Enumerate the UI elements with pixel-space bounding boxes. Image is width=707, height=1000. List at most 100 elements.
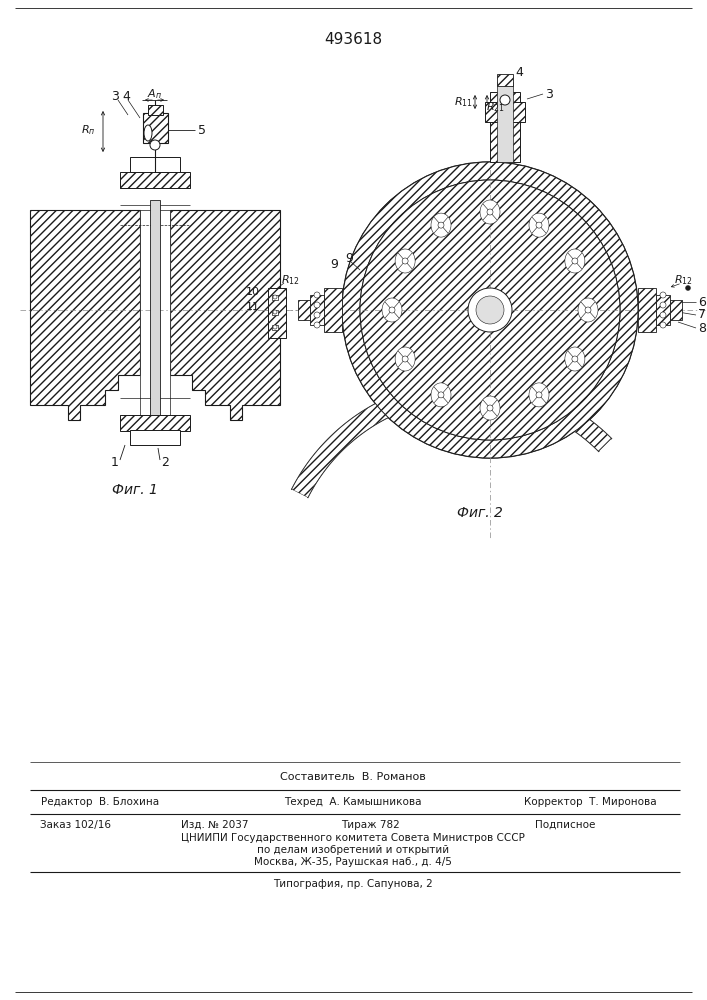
- Text: Типография, пр. Сапунова, 2: Типография, пр. Сапунова, 2: [273, 879, 433, 889]
- Text: 3: 3: [111, 91, 119, 104]
- Text: 4: 4: [515, 66, 523, 79]
- Circle shape: [438, 392, 444, 398]
- Text: 493618: 493618: [324, 32, 382, 47]
- Circle shape: [500, 95, 510, 105]
- Bar: [272, 295, 278, 300]
- Text: Фиг. 2: Фиг. 2: [457, 506, 503, 520]
- Circle shape: [585, 307, 591, 313]
- Circle shape: [402, 356, 408, 362]
- Ellipse shape: [144, 125, 152, 141]
- Ellipse shape: [480, 396, 500, 420]
- Text: 10: 10: [246, 287, 260, 297]
- Bar: [485, 102, 525, 122]
- Circle shape: [314, 302, 320, 308]
- Circle shape: [468, 288, 512, 332]
- Bar: [497, 82, 513, 162]
- Text: ЦНИИПИ Государственного комитета Совета Министров СССР: ЦНИИПИ Государственного комитета Совета …: [181, 833, 525, 843]
- Text: 9: 9: [330, 258, 338, 271]
- Circle shape: [342, 162, 638, 458]
- Text: $R_{12}$: $R_{12}$: [281, 273, 299, 287]
- Text: $A_п$: $A_п$: [146, 87, 161, 101]
- Circle shape: [536, 392, 542, 398]
- Ellipse shape: [431, 383, 451, 407]
- Ellipse shape: [565, 249, 585, 273]
- Circle shape: [487, 209, 493, 215]
- Text: 1: 1: [111, 456, 119, 470]
- Ellipse shape: [578, 298, 598, 322]
- Circle shape: [360, 180, 620, 440]
- Text: Фиг. 1: Фиг. 1: [112, 483, 158, 497]
- Bar: [140, 210, 170, 425]
- Text: 4: 4: [122, 91, 130, 104]
- Circle shape: [314, 292, 320, 298]
- Bar: [272, 310, 278, 315]
- Bar: [143, 113, 168, 143]
- Text: Заказ 102/16: Заказ 102/16: [40, 820, 110, 830]
- Circle shape: [660, 322, 666, 328]
- Circle shape: [438, 222, 444, 228]
- Ellipse shape: [529, 213, 549, 237]
- Text: Техред  А. Камышникова: Техред А. Камышникова: [284, 797, 422, 807]
- Ellipse shape: [431, 213, 451, 237]
- Text: Тираж 782: Тираж 782: [341, 820, 399, 830]
- Bar: [497, 74, 513, 86]
- Ellipse shape: [480, 200, 500, 224]
- Circle shape: [476, 296, 504, 324]
- Bar: [130, 157, 180, 172]
- Bar: [638, 288, 656, 332]
- Bar: [656, 295, 670, 325]
- Circle shape: [314, 312, 320, 318]
- Text: 7: 7: [698, 308, 706, 322]
- Text: Корректор  Т. Миронова: Корректор Т. Миронова: [524, 797, 656, 807]
- Bar: [120, 415, 190, 431]
- Bar: [490, 92, 520, 162]
- Bar: [272, 325, 278, 330]
- Text: 3: 3: [545, 88, 553, 101]
- Bar: [148, 105, 163, 115]
- Text: $R_{21}$: $R_{21}$: [486, 100, 505, 114]
- Ellipse shape: [529, 383, 549, 407]
- Polygon shape: [170, 210, 280, 420]
- Text: 8: 8: [698, 322, 706, 334]
- Bar: [130, 430, 180, 445]
- Circle shape: [314, 322, 320, 328]
- Text: 5: 5: [198, 123, 206, 136]
- Circle shape: [660, 292, 666, 298]
- Circle shape: [150, 140, 160, 150]
- Circle shape: [536, 222, 542, 228]
- Text: $R_{11}$: $R_{11}$: [454, 95, 472, 109]
- Polygon shape: [30, 210, 140, 420]
- Circle shape: [402, 258, 408, 264]
- Circle shape: [360, 180, 620, 440]
- Bar: [298, 300, 310, 320]
- Circle shape: [487, 405, 493, 411]
- Text: по делам изобретений и открытий: по делам изобретений и открытий: [257, 845, 449, 855]
- Circle shape: [273, 310, 277, 314]
- Circle shape: [273, 325, 277, 329]
- Text: 2: 2: [161, 456, 169, 470]
- Text: 9: 9: [345, 251, 353, 264]
- Text: 11: 11: [246, 302, 260, 312]
- Circle shape: [273, 295, 277, 299]
- Text: 6: 6: [698, 296, 706, 308]
- Text: Редактор  В. Блохина: Редактор В. Блохина: [41, 797, 159, 807]
- Text: Составитель  В. Романов: Составитель В. Романов: [280, 772, 426, 782]
- Bar: [670, 300, 682, 320]
- Bar: [324, 288, 342, 332]
- Text: Изд. № 2037: Изд. № 2037: [181, 820, 249, 830]
- Circle shape: [572, 258, 578, 264]
- Bar: [120, 172, 190, 188]
- Ellipse shape: [565, 347, 585, 371]
- Polygon shape: [292, 380, 612, 497]
- Circle shape: [686, 286, 691, 290]
- Text: Москва, Ж-35, Раушская наб., д. 4/5: Москва, Ж-35, Раушская наб., д. 4/5: [254, 857, 452, 867]
- Ellipse shape: [382, 298, 402, 322]
- Ellipse shape: [395, 249, 415, 273]
- Text: $R_{12}$: $R_{12}$: [674, 273, 692, 287]
- Bar: [310, 295, 324, 325]
- Bar: [150, 200, 160, 445]
- Circle shape: [362, 182, 618, 438]
- Circle shape: [660, 302, 666, 308]
- Text: $R_п$: $R_п$: [81, 123, 95, 137]
- Circle shape: [660, 312, 666, 318]
